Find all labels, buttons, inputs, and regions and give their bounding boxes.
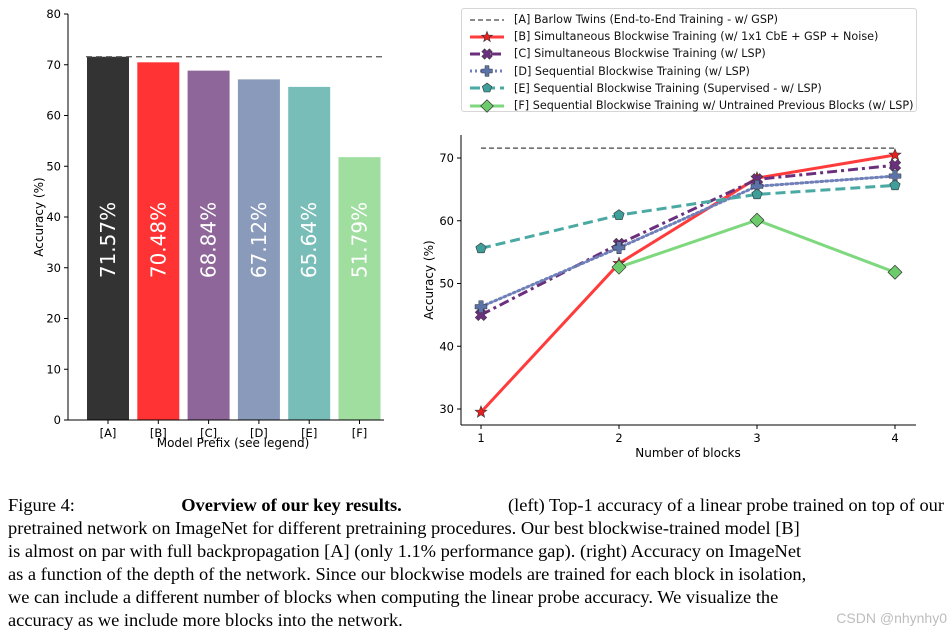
caption-line: we can include a different number of blo… [8,587,779,607]
caption-line: pretrained network on ImageNet for diffe… [8,518,800,538]
x-tick-label: 1 [477,431,484,445]
bar-f [338,157,381,420]
series-line [480,183,896,250]
pentagon-marker [613,209,625,220]
legend-item-f: [F] Sequential Blockwise Training w/ Unt… [468,97,916,114]
legend-item-c: [C] Simultaneous Blockwise Training (w/ … [468,45,916,62]
legend-swatch-b [470,30,504,42]
diamond-marker [749,212,765,228]
diamond-marker [611,259,627,275]
star-marker [474,405,488,418]
watermark: CSDN @nhynhy0 [836,610,947,626]
x-tick-label: 4 [891,431,898,445]
plus-marker [612,241,626,254]
y-tick-label: 40 [439,339,454,353]
series-f [611,212,903,280]
bar-data-label: 68.84% [197,202,221,278]
legend-label: [E] Sequential Blockwise Training (Super… [514,81,822,95]
y-axis-label: Accuracy (%) [32,177,46,256]
pentagon-marker [751,188,763,200]
bar-b [137,62,180,421]
series-c [474,159,902,322]
y-tick-label: 20 [46,312,61,326]
x-tick-label: [B] [150,426,167,440]
diamond-marker [887,264,903,280]
legend-swatch-e [470,82,504,93]
x-axis-label: Number of blocks [635,446,741,460]
caption-label: Figure 4: [8,495,75,515]
plus-marker [474,300,488,313]
x-tick-label: [E] [301,426,317,440]
series-e [475,179,901,254]
series-line [479,174,897,309]
figure-caption: Figure 4: Overview of our key results. (le… [8,494,944,632]
bar-c [187,70,230,421]
x-tick-label: 3 [753,431,760,445]
star-marker [888,147,902,161]
x-marker-shape [888,159,902,172]
series-line [480,163,896,317]
legend-item-a: [A] Barlow Twins (End-to-End Training - … [468,11,916,28]
legend-swatch-d [470,65,504,77]
x-tick-label: [D] [250,426,268,440]
legend-label: [D] Sequential Blockwise Training (w/ LS… [514,64,750,78]
legend-swatch-a [470,18,504,21]
bar-e [288,86,331,420]
y-tick-label: 30 [46,261,61,275]
star-marker [480,30,494,42]
caption-line: accuracy as we include more blocks into … [8,610,403,630]
bar-data-label: 67.12% [247,202,271,278]
legend-label: [B] Simultaneous Blockwise Training (w/ … [514,30,879,44]
legend-item-d: [D] Sequential Blockwise Training (w/ LS… [468,63,916,80]
y-tick-label: 50 [439,277,454,291]
caption-line: is almost on par with full backpropagati… [8,541,802,561]
y-tick-label: 70 [439,151,454,165]
series-line [479,153,896,414]
caption-bold-title: Overview of our key results. [181,495,402,515]
y-tick-label: 50 [46,159,61,173]
bar-d [237,79,280,420]
series-d [474,169,902,313]
caption-line: Figure 4: Overview of our key results. (le… [8,494,944,517]
legend-swatch-c [470,48,504,60]
y-tick-label: 60 [46,109,61,123]
bar-data-label: 51.79% [348,202,372,278]
legend-item-e: [E] Sequential Blockwise Training (Super… [468,80,916,97]
bar-a [87,56,129,420]
legend-label: [C] Simultaneous Blockwise Training (w/ … [514,47,766,61]
bar-data-label: 65.64% [297,202,321,278]
y-tick-label: 10 [46,362,61,376]
x-tick-label: [A] [100,426,117,440]
x-axis-label: Model Prefix (see legend) [157,436,310,450]
bar-data-label: 71.57% [96,202,120,278]
pentagon-marker [475,242,487,254]
x-marker-shape [481,48,493,60]
legend-swatch-f [470,98,504,113]
y-tick-label: 0 [54,413,61,427]
x-tick-label: 2 [615,431,622,445]
legend-label: [F] Sequential Blockwise Training w/ Unt… [514,99,914,113]
y-tick-label: 40 [46,210,61,224]
caption-line: as a function of the depth of the networ… [8,564,807,584]
x-tick-label: [F] [352,426,368,440]
y-tick-label: 70 [46,58,61,72]
legend-label: [A] Barlow Twins (End-to-End Training - … [514,13,779,27]
pentagon-marker [889,179,901,191]
figure: 71.57% [A] 70.48% [B] 68.84% [C] 67.12% [D] 65.6… [32,7,916,460]
y-tick-label: 30 [439,402,454,416]
x-tick-label: [C] [200,426,217,440]
x-marker [888,159,902,172]
x-marker [481,48,493,60]
y-tick-label: 80 [46,7,61,21]
plus-marker [481,65,493,77]
y-axis-label: Accuracy (%) [422,240,436,319]
diamond-marker [480,98,494,113]
legend: [A] Barlow Twins (End-to-End Training - … [461,8,917,114]
legend-item-b: [B] Simultaneous Blockwise Training (w/ … [468,28,916,45]
bar-data-label: 70.48% [146,202,170,278]
caption-text: (left) Top-1 accuracy of a linear probe … [507,495,944,515]
y-tick-label: 60 [439,214,454,228]
pentagon-marker [481,82,493,93]
